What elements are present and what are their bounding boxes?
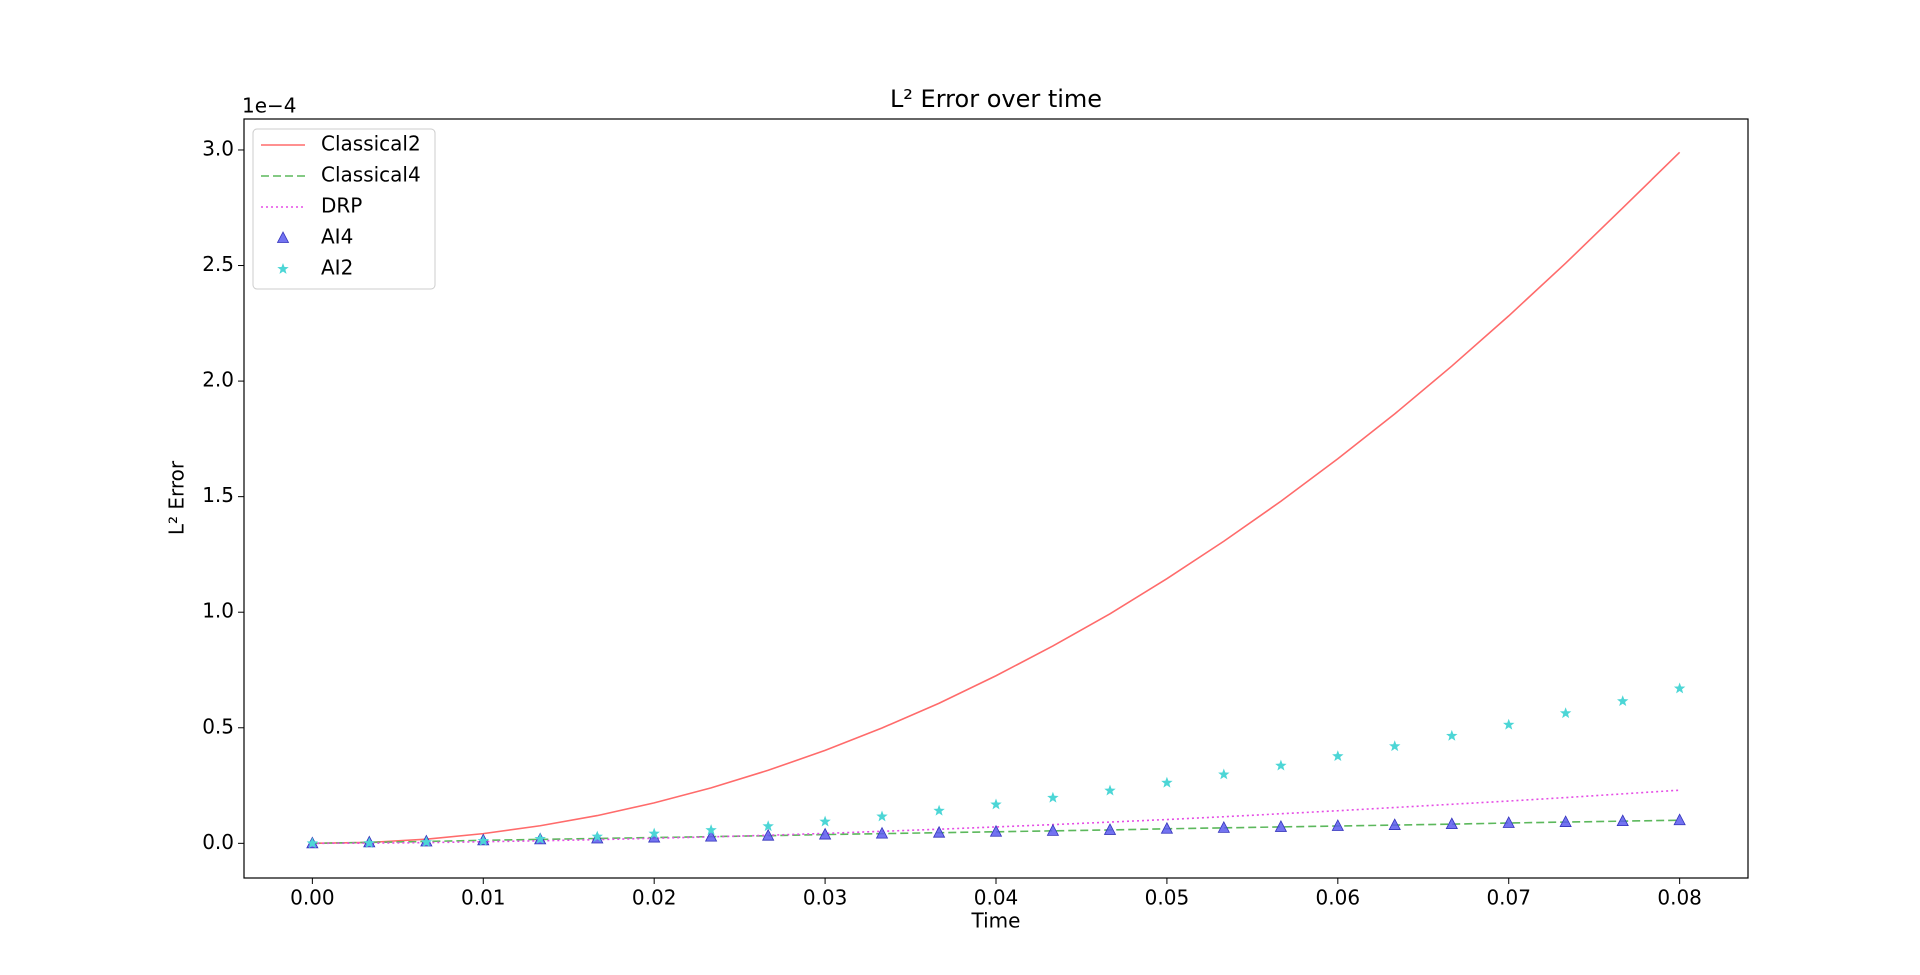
y-tick-label: 0.5 — [202, 714, 234, 738]
star-marker — [1161, 776, 1173, 788]
y-tick-label: 0.0 — [202, 830, 234, 854]
star-marker — [1104, 784, 1116, 796]
y-tick-label: 1.0 — [202, 599, 234, 623]
x-tick-label: 0.03 — [803, 886, 848, 910]
y-tick-label: 1.5 — [202, 483, 234, 507]
star-marker — [705, 824, 717, 836]
triangle-marker — [1673, 813, 1686, 826]
y-tick-label: 3.0 — [202, 136, 234, 160]
y-tick-label: 2.0 — [202, 368, 234, 392]
triangle-marker — [276, 231, 290, 243]
star-marker — [876, 810, 888, 822]
plot-frame — [243, 118, 1749, 879]
star-marker — [1503, 718, 1515, 730]
x-tick-label: 0.01 — [461, 886, 506, 910]
y-tick-label: 2.5 — [202, 252, 234, 276]
x-tick-label: 0.04 — [974, 886, 1019, 910]
x-axis-label: Time — [971, 909, 1021, 933]
legend-label: AI2 — [321, 256, 353, 280]
legend-box — [252, 128, 436, 290]
chart-title: L² Error over time — [890, 85, 1102, 113]
x-tick-label: 0.07 — [1486, 886, 1531, 910]
triangle-marker — [1502, 816, 1515, 828]
triangle-marker — [1274, 820, 1288, 832]
legend-label: Classical4 — [321, 163, 421, 187]
triangle-marker — [1217, 820, 1230, 833]
star-marker — [591, 830, 603, 842]
x-tick-label: 0.08 — [1657, 886, 1702, 910]
y-offset-label: 1e−4 — [242, 94, 297, 118]
triangle-marker — [1160, 821, 1174, 834]
legend-label: AI4 — [321, 225, 353, 249]
star-marker — [1559, 707, 1572, 719]
triangle-marker — [1388, 818, 1401, 830]
series-line — [312, 789, 1680, 845]
star-marker — [990, 798, 1002, 810]
x-tick-label: 0.00 — [290, 886, 335, 910]
star-marker — [1275, 759, 1287, 771]
star-marker — [1673, 682, 1686, 694]
triangle-marker — [1445, 817, 1458, 830]
x-tick-label: 0.05 — [1145, 886, 1190, 910]
star-marker — [1446, 729, 1458, 741]
star-marker — [277, 263, 289, 274]
star-marker — [534, 832, 546, 844]
star-marker — [1389, 740, 1401, 752]
triangle-marker — [704, 829, 718, 842]
series-line — [312, 151, 1681, 845]
triangle-marker — [818, 827, 832, 840]
star-marker — [363, 837, 375, 848]
triangle-marker — [1046, 823, 1060, 836]
star-marker — [762, 820, 774, 832]
triangle-marker — [762, 828, 775, 841]
star-marker — [477, 835, 489, 846]
triangle-marker — [1331, 819, 1344, 831]
triangle-marker — [1559, 815, 1572, 827]
triangle-marker — [1616, 814, 1629, 827]
star-marker — [306, 837, 319, 849]
y-axis-label: L² Error — [165, 460, 189, 535]
star-marker — [1218, 768, 1230, 780]
star-marker — [1617, 695, 1629, 707]
triangle-marker — [989, 824, 1003, 837]
star-marker — [819, 815, 831, 827]
triangle-marker — [1103, 823, 1117, 835]
triangle-marker — [875, 826, 889, 839]
star-marker — [648, 827, 660, 839]
x-tick-label: 0.06 — [1316, 886, 1361, 910]
star-marker — [420, 836, 433, 848]
star-marker — [1047, 791, 1059, 803]
legend-label: Classical2 — [321, 132, 421, 156]
star-marker — [1332, 750, 1344, 762]
triangle-marker — [932, 825, 946, 838]
star-marker — [933, 804, 945, 816]
legend-label: DRP — [321, 194, 362, 218]
x-tick-label: 0.02 — [632, 886, 677, 910]
